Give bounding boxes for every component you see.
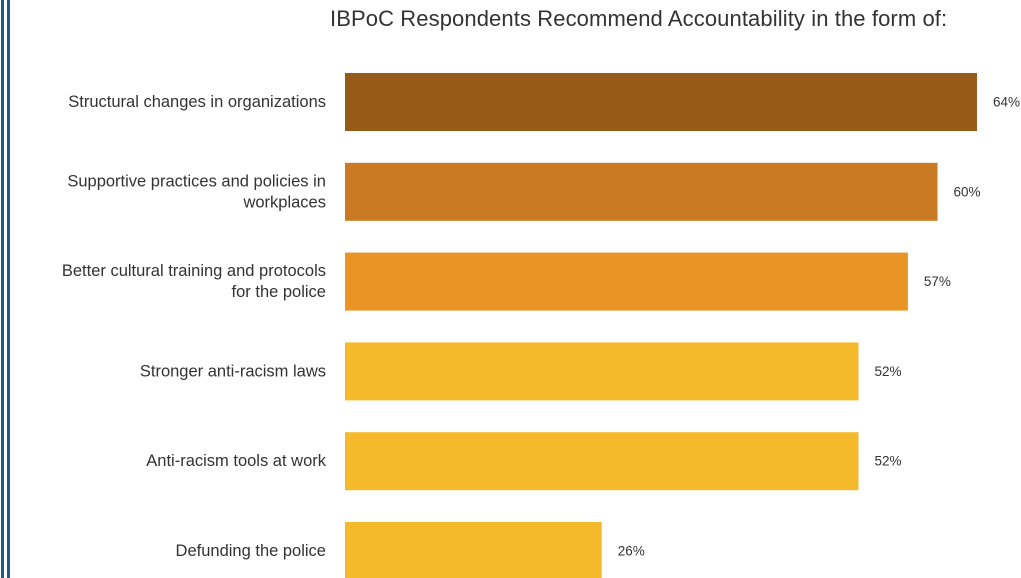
- value-label-2: 60%: [954, 184, 981, 199]
- chart-title: IBPoC Respondents Recommend Accountabili…: [330, 6, 948, 31]
- bar-5: [345, 432, 859, 491]
- value-label-6: 26%: [618, 544, 645, 559]
- category-label-2: Supportive practices and policies in work…: [67, 172, 326, 211]
- bar-1: [345, 73, 977, 131]
- value-label-3: 57%: [924, 274, 951, 289]
- category-label-line: Stronger anti-racism laws: [140, 362, 326, 380]
- category-label-5: Anti-racism tools at work: [146, 452, 326, 470]
- bar-6: [345, 522, 602, 578]
- value-label-5: 52%: [875, 454, 902, 469]
- category-label-line: workplaces: [242, 193, 326, 211]
- category-label-line: for the police: [232, 283, 326, 301]
- category-label-line: Structural changes in organizations: [68, 93, 326, 111]
- value-label-1: 64%: [993, 95, 1020, 110]
- category-label-1: Structural changes in organizations: [68, 93, 326, 111]
- bar-2: [345, 162, 938, 221]
- value-label-4: 52%: [875, 364, 902, 379]
- category-label-3: Better cultural training and protocols fo…: [62, 262, 326, 301]
- category-label-line: Supportive practices and policies in: [67, 172, 326, 190]
- category-label-line: Defunding the police: [176, 542, 326, 560]
- category-label-line: Better cultural training and protocols: [62, 262, 326, 280]
- bar-3: [345, 252, 908, 311]
- category-label-6: Defunding the police: [176, 542, 326, 560]
- category-label-4: Stronger anti-racism laws: [140, 362, 326, 380]
- category-label-line: Anti-racism tools at work: [146, 452, 326, 470]
- left-accent-line-2: [7, 0, 10, 578]
- bar-4: [345, 342, 859, 401]
- left-accent-line-1: [1, 0, 4, 578]
